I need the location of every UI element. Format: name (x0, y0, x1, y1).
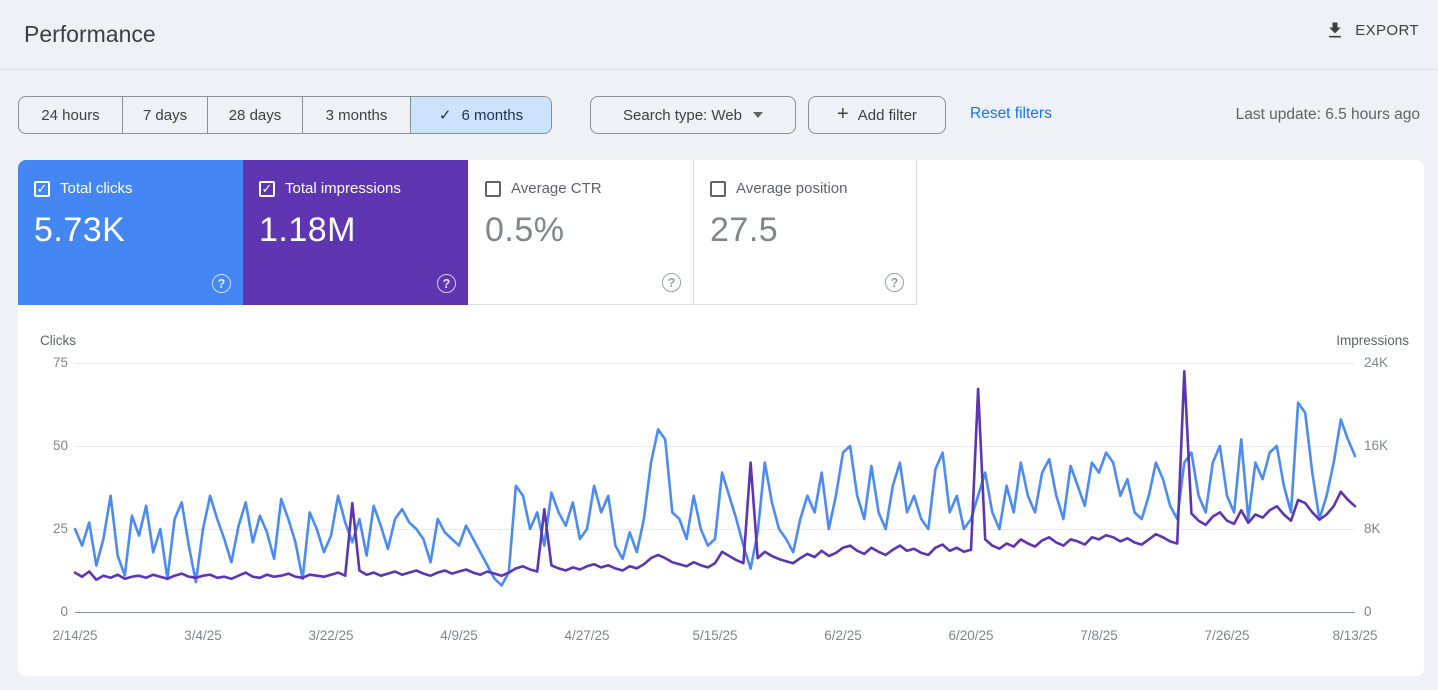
series-line-impressions (75, 371, 1355, 580)
chart-plot[interactable] (75, 363, 1355, 612)
export-label: EXPORT (1355, 21, 1419, 39)
date-range-selector: 24 hours 7 days 28 days 3 months ✓ 6 mon… (18, 96, 552, 134)
page-title: Performance (24, 21, 156, 47)
filter-bar: 24 hours 7 days 28 days 3 months ✓ 6 mon… (0, 96, 1438, 134)
right-axis-title: Impressions (1336, 333, 1409, 348)
left-axis-title: Clicks (40, 333, 76, 348)
series-line-clicks (75, 403, 1355, 586)
search-type-dropdown[interactable]: Search type: Web (590, 96, 796, 134)
y-tick-left: 50 (52, 438, 68, 453)
gridline (75, 363, 1355, 364)
help-icon[interactable]: ? (437, 274, 456, 293)
date-range-label: 28 days (228, 106, 282, 124)
y-tick-left: 0 (60, 604, 68, 619)
x-tick-label: 3/22/25 (308, 628, 354, 643)
x-tick-label: 7/26/25 (1204, 628, 1250, 643)
metric-card-total-impressions[interactable]: ✓ Total impressions 1.18M ? (243, 160, 468, 305)
last-update-text: Last update: 6.5 hours ago (1235, 106, 1420, 123)
x-axis-labels: 2/14/25 3/4/25 3/22/25 4/9/25 4/27/25 5/15/25… (52, 628, 1377, 648)
date-range-label: 7 days (142, 106, 188, 124)
metric-value: 0.5% (485, 211, 565, 249)
y-tick-left: 25 (52, 521, 68, 536)
metric-label: Average position (736, 180, 848, 197)
y-tick-right: 8K (1364, 521, 1381, 536)
search-type-label: Search type: Web (623, 106, 742, 124)
plus-icon: + (837, 103, 849, 125)
x-tick-label: 2/14/25 (52, 628, 98, 643)
gridline (75, 446, 1355, 447)
metric-label: Average CTR (511, 180, 602, 197)
y-tick-right: 16K (1364, 438, 1389, 453)
x-tick-label: 5/15/25 (692, 628, 738, 643)
metric-label: Total clicks (60, 180, 133, 197)
date-range-3-months[interactable]: 3 months (303, 97, 411, 133)
x-axis-line (75, 612, 1355, 613)
y-tick-right: 0 (1364, 604, 1372, 619)
date-range-label: 3 months (325, 106, 388, 124)
header-divider (0, 69, 1438, 70)
x-tick-label: 4/27/25 (564, 628, 610, 643)
help-icon[interactable]: ? (212, 274, 231, 293)
x-tick-label: 6/20/25 (948, 628, 994, 643)
add-filter-button[interactable]: + Add filter (808, 96, 946, 134)
add-filter-label: Add filter (857, 106, 917, 124)
help-icon[interactable]: ? (662, 273, 681, 292)
x-tick-label: 4/9/25 (440, 628, 478, 643)
metric-card-average-position[interactable]: Average position 27.5 ? (693, 160, 917, 305)
chevron-down-icon (752, 112, 763, 118)
export-button[interactable]: EXPORT (1325, 20, 1419, 40)
date-range-6-months[interactable]: ✓ 6 months (411, 97, 551, 133)
checkbox-unchecked-icon[interactable] (485, 180, 501, 197)
date-range-label: 24 hours (41, 106, 100, 124)
metric-card-average-ctr[interactable]: Average CTR 0.5% ? (468, 160, 693, 305)
y-tick-right: 24K (1364, 355, 1389, 370)
performance-panel: ✓ Total clicks 5.73K ? ✓ Total impressio… (18, 160, 1424, 676)
date-range-24-hours[interactable]: 24 hours (19, 97, 123, 133)
checkbox-unchecked-icon[interactable] (710, 180, 726, 197)
help-icon[interactable]: ? (885, 273, 904, 292)
x-tick-label: 8/13/25 (1332, 628, 1378, 643)
date-range-label: 6 months (461, 106, 524, 124)
checkbox-checked-icon[interactable]: ✓ (259, 180, 275, 197)
check-icon: ✓ (438, 107, 452, 124)
x-tick-label: 3/4/25 (184, 628, 222, 643)
reset-filters-link[interactable]: Reset filters (970, 105, 1052, 122)
date-range-7-days[interactable]: 7 days (123, 97, 208, 133)
metric-value: 27.5 (710, 211, 779, 249)
metric-value: 5.73K (34, 211, 126, 249)
download-icon (1329, 22, 1342, 38)
y-tick-left: 75 (52, 355, 68, 370)
checkbox-checked-icon[interactable]: ✓ (34, 180, 50, 197)
metric-label: Total impressions (285, 180, 401, 197)
metric-card-total-clicks[interactable]: ✓ Total clicks 5.73K ? (18, 160, 243, 305)
x-tick-label: 7/8/25 (1080, 628, 1118, 643)
metric-value: 1.18M (259, 211, 356, 249)
x-tick-label: 6/2/25 (824, 628, 862, 643)
date-range-28-days[interactable]: 28 days (208, 97, 303, 133)
metric-cards-row: ✓ Total clicks 5.73K ? ✓ Total impressio… (18, 160, 917, 305)
